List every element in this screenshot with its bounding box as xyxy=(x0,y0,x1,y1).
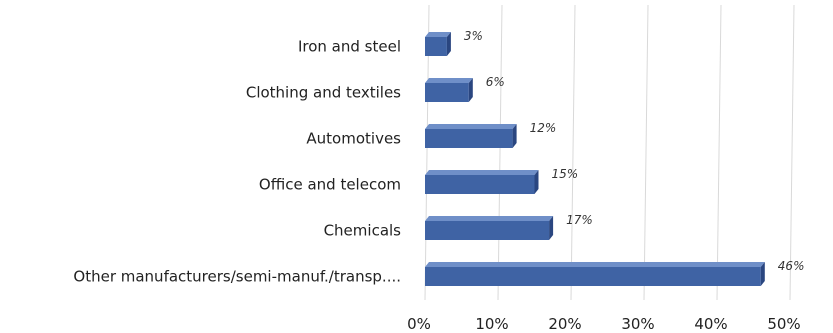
bar-side-face xyxy=(549,216,554,240)
x-tick-label: 0% xyxy=(407,315,431,333)
bar-front-face xyxy=(425,221,550,240)
x-tick-label: 30% xyxy=(621,315,654,333)
bar-top-face xyxy=(425,124,517,129)
bar-side-face xyxy=(512,124,517,148)
bar-top-face xyxy=(425,32,451,37)
bar-side-face xyxy=(446,32,451,56)
category-label: Automotives xyxy=(306,130,401,148)
x-tick-label: 10% xyxy=(475,315,508,333)
bars xyxy=(425,32,765,286)
bar-top-face xyxy=(425,78,473,83)
data-label: 6% xyxy=(486,75,505,89)
bar-front-face xyxy=(425,129,513,148)
bar xyxy=(425,124,517,148)
bar xyxy=(425,216,554,240)
category-label: Office and telecom xyxy=(259,176,401,194)
gridline xyxy=(643,4,649,301)
bar-front-face xyxy=(425,37,447,56)
data-label: 12% xyxy=(530,121,557,135)
category-label: Iron and steel xyxy=(298,38,401,56)
x-tick-label: 40% xyxy=(694,315,727,333)
bar-front-face xyxy=(425,267,761,286)
bar-top-face xyxy=(425,216,554,221)
gridline xyxy=(497,4,503,301)
gridline xyxy=(716,4,722,301)
bar-top-face xyxy=(425,262,765,267)
bar-side-face xyxy=(468,78,473,102)
bar xyxy=(425,78,473,102)
category-label: Chemicals xyxy=(324,222,402,240)
x-tick-label: 20% xyxy=(548,315,581,333)
data-label: 46% xyxy=(778,259,805,273)
data-label: 15% xyxy=(552,167,579,181)
category-labels: Iron and steel Clothing and textiles Autom… xyxy=(73,38,401,286)
gridline xyxy=(570,4,576,301)
category-label: Other manufacturers/semi-manuf./transp..… xyxy=(73,268,401,286)
bar xyxy=(425,170,539,194)
gridline xyxy=(789,4,795,301)
category-label: Clothing and textiles xyxy=(246,84,401,102)
bar-side-face xyxy=(760,262,765,286)
bar-side-face xyxy=(534,170,539,194)
bar-front-face xyxy=(425,83,469,102)
x-tick-label: 50% xyxy=(767,315,800,333)
gridlines xyxy=(424,4,795,301)
data-label: 3% xyxy=(464,29,483,43)
bar-top-face xyxy=(425,170,539,175)
data-label: 17% xyxy=(566,213,593,227)
data-labels: 3% 6% 12% 15% 17% 46% xyxy=(464,29,805,273)
x-axis-ticks: 0% 10% 20% 30% 40% 50% xyxy=(407,315,801,333)
bar-front-face xyxy=(425,175,535,194)
bar xyxy=(425,32,451,56)
bar xyxy=(425,262,765,286)
